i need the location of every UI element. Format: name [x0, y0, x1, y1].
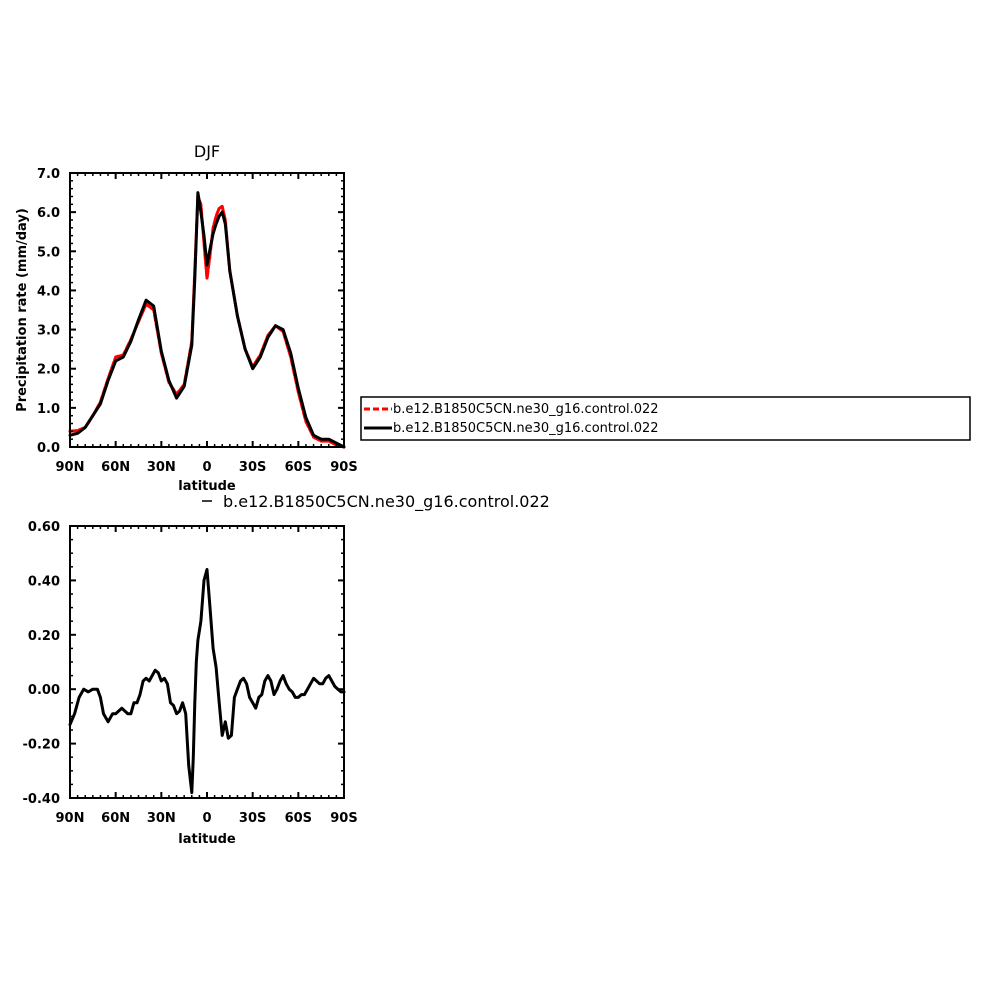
bottom-series-line-0: [68, 568, 346, 795]
top-x-tick-label: 60N: [101, 460, 130, 475]
bottom-x-tick-label: 90S: [330, 811, 357, 826]
top-y-tick-label: 5.0: [37, 245, 60, 260]
bottom-plot-frame: [69, 525, 345, 799]
top-y-tick-label: 6.0: [37, 206, 60, 221]
legend-label-red: b.e12.B1850C5CN.ne30_g16.control.022: [393, 402, 659, 417]
bottom-panel: b.e12.B1850C5CN.ne30_g16.control.022 -0.…: [23, 492, 550, 847]
legend-box: [360, 396, 971, 441]
top-x-tick-label: 90S: [330, 460, 357, 475]
top-x-tick-label: 30N: [147, 460, 176, 475]
bottom-y-tick-label: -0.20: [23, 738, 60, 753]
bottom-y-tick-label: 0.00: [28, 683, 60, 698]
top-y-ticks: 0.0 1.0 2.0 3.0 4.0 5.0 6.0 7.0: [37, 167, 344, 456]
top-y-tick-label: 7.0: [37, 167, 60, 182]
top-y-axis-label: Precipitation rate (mm/day): [15, 208, 30, 412]
bottom-x-tick-label: 30N: [147, 811, 176, 826]
top-y-tick-label: 2.0: [37, 363, 60, 378]
bottom-x-axis-label: latitude: [178, 832, 236, 847]
bottom-y-tick-label: 0.20: [28, 629, 60, 644]
bottom-x-tick-label: 90N: [56, 811, 85, 826]
top-x-axis-label: latitude: [178, 479, 236, 494]
bottom-x-tick-label: 0: [202, 811, 211, 826]
bottom-y-ticks: -0.40 -0.20 0.00 0.20 0.40 0.60: [23, 520, 344, 807]
top-panel: DJF 0.0 1.0 2.0 3.0 4.0 5.0 6.0 7.0 90N 60N 30N 0 3…: [15, 142, 358, 494]
top-y-tick-label: 3.0: [37, 324, 60, 339]
bottom-x-tick-label: 60S: [285, 811, 312, 826]
top-x-ticks: 90N 60N 30N 0 30S 60S 90S: [56, 173, 358, 475]
legend-label-black: b.e12.B1850C5CN.ne30_g16.control.022: [393, 421, 659, 436]
bottom-x-tick-label: 60N: [101, 811, 130, 826]
bottom-y-tick-label: 0.60: [28, 520, 60, 535]
top-chart-title: DJF: [194, 142, 220, 161]
bottom-x-ticks: 90N 60N 30N 0 30S 60S 90S: [56, 526, 358, 826]
bottom-y-tick-label: 0.40: [28, 574, 60, 589]
legend: b.e12.B1850C5CN.ne30_g16.control.022 b.e…: [360, 396, 971, 441]
top-x-tick-label: 30S: [239, 460, 266, 475]
bottom-y-tick-label: -0.40: [23, 792, 60, 807]
bottom-chart-title: b.e12.B1850C5CN.ne30_g16.control.022: [223, 492, 550, 512]
top-x-tick-label: 60S: [285, 460, 312, 475]
bottom-series-group: [68, 568, 346, 795]
top-series-group: [68, 191, 346, 449]
top-x-tick-label: 0: [202, 460, 211, 475]
top-y-tick-label: 1.0: [37, 402, 60, 417]
top-x-tick-label: 90N: [56, 460, 85, 475]
top-series-line-1: [68, 191, 346, 449]
top-y-tick-label: 0.0: [37, 441, 60, 456]
bottom-x-tick-label: 30S: [239, 811, 266, 826]
top-y-tick-label: 4.0: [37, 284, 60, 299]
